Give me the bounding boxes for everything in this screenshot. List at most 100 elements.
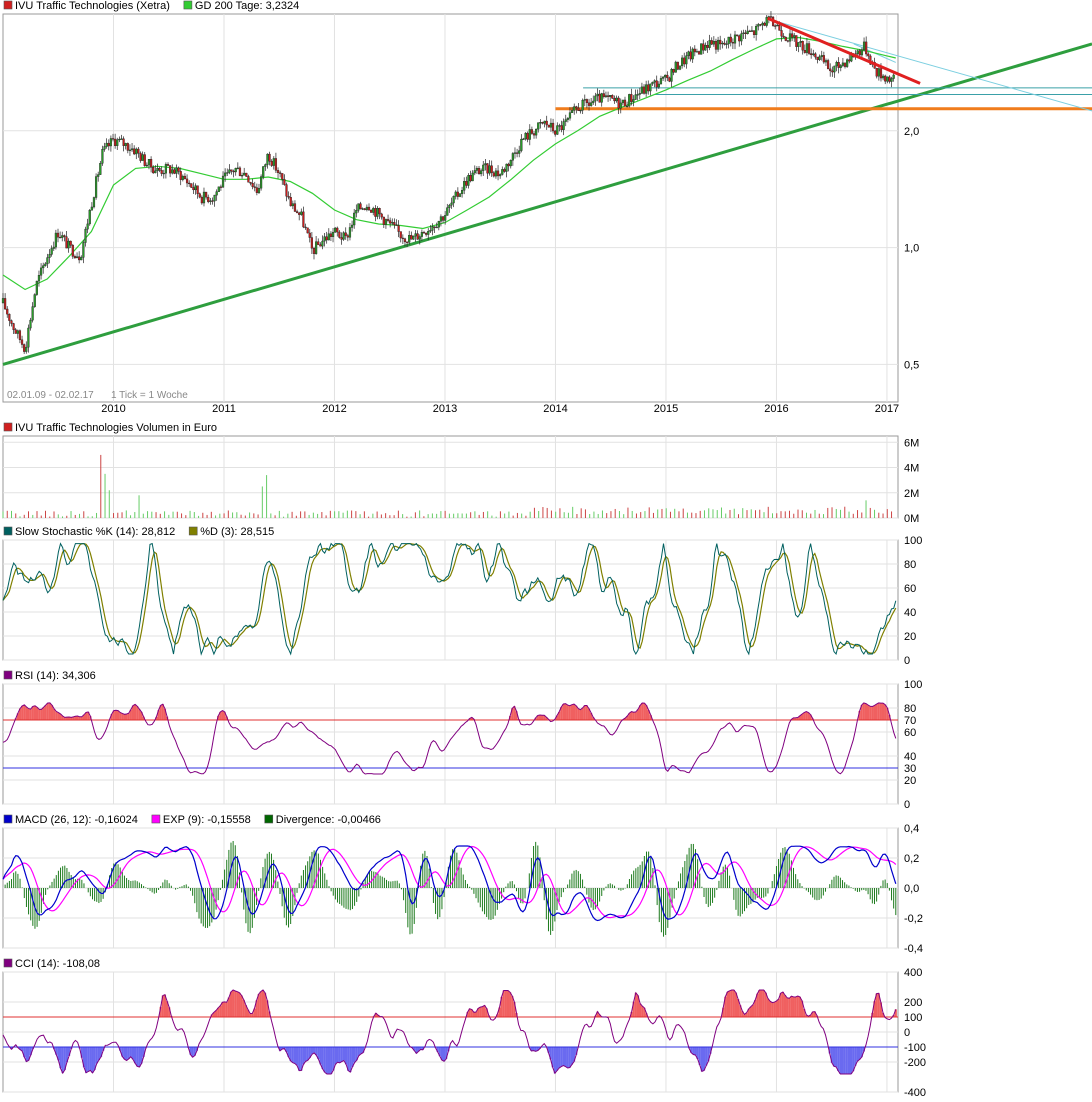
candle-body <box>812 53 815 56</box>
candle-body <box>410 235 413 240</box>
candle-body <box>175 167 178 174</box>
candle-body <box>230 169 233 172</box>
volume-y-tick: 0M <box>904 513 919 525</box>
candle-body <box>480 170 483 175</box>
candle-body <box>647 84 650 92</box>
candle-body <box>253 186 256 188</box>
candle-body <box>97 174 100 177</box>
candle-body <box>858 50 861 56</box>
candle-body <box>192 187 195 191</box>
candle-body <box>719 39 722 45</box>
candle-body <box>188 182 191 185</box>
candle-body <box>291 203 294 207</box>
candle-body <box>543 120 546 124</box>
stochastic-y-tick: 100 <box>904 535 922 547</box>
rsi-line <box>2 702 897 775</box>
candle-body <box>778 24 781 31</box>
candle-body <box>247 176 250 183</box>
candle-body <box>446 207 449 216</box>
candle-body <box>839 65 842 68</box>
candle-body <box>748 30 751 32</box>
gd200-line <box>2 36 896 291</box>
candle-body <box>162 172 165 175</box>
date-range-label: 02.01.09 - 02.02.17 <box>7 390 94 401</box>
candle-body <box>444 215 447 221</box>
candle-body <box>704 45 707 51</box>
candle-body <box>795 35 798 47</box>
cci-legend-swatch <box>3 958 13 968</box>
candle-body <box>594 95 597 102</box>
candle-body <box>619 102 622 109</box>
candle-body <box>56 232 60 238</box>
volume-y-tick: 6M <box>904 437 919 449</box>
macd-y-tick: -0,4 <box>904 943 923 955</box>
candle-body <box>518 150 521 154</box>
candle-body <box>103 146 106 150</box>
candle-body <box>621 99 624 104</box>
price-x-tick: 2013 <box>433 403 457 415</box>
candle-body <box>281 173 284 180</box>
candle-body <box>90 206 93 211</box>
candle-body <box>448 204 451 208</box>
candle-body <box>179 171 182 180</box>
candle-body <box>736 34 739 36</box>
candle-body <box>617 97 620 109</box>
candle-body <box>59 236 62 239</box>
candle-body <box>293 203 297 212</box>
candle-body <box>295 211 299 214</box>
candle-body <box>39 267 43 276</box>
candle-body <box>431 226 434 231</box>
candle-body <box>477 168 481 175</box>
price-x-tick: 2015 <box>654 403 678 415</box>
candle-body <box>217 186 220 192</box>
candle-body <box>731 42 734 44</box>
candle-body <box>29 319 32 329</box>
candle-body <box>236 167 239 169</box>
candle-body <box>784 36 787 41</box>
candle-body <box>207 196 210 202</box>
candle-body <box>173 169 176 174</box>
candle-body <box>315 241 318 254</box>
macd-y-tick: 0,4 <box>904 823 919 835</box>
candle-body <box>596 93 599 97</box>
price-x-tick: 2010 <box>101 403 125 415</box>
candle-body <box>676 61 679 70</box>
candle-body <box>757 24 760 27</box>
candle-body <box>469 175 472 182</box>
candle-body <box>211 200 214 202</box>
cci-y-tick: 200 <box>904 997 922 1009</box>
cci-legend-label: CCI (14): -108,08 <box>15 958 100 970</box>
candle-body <box>581 100 584 111</box>
candle-body <box>355 209 358 214</box>
candle-body <box>511 153 514 161</box>
rsi-y-tick: 0 <box>904 799 910 811</box>
candle-body <box>304 226 307 229</box>
candle-body <box>37 275 41 282</box>
candle-body <box>613 98 616 102</box>
candle-body <box>319 244 322 247</box>
candle-body <box>414 233 417 237</box>
candle-body <box>397 225 400 232</box>
candle-body <box>124 143 127 146</box>
candle-body <box>496 170 500 177</box>
candle-body <box>14 329 17 334</box>
candle-body <box>135 148 138 155</box>
candle-body <box>714 40 718 50</box>
candle-body <box>101 149 104 164</box>
rsi-y-tick: 100 <box>904 679 922 691</box>
candle-body <box>437 220 440 228</box>
macd-legend-label: EXP (9): -0,15558 <box>163 814 251 826</box>
volume-legend-label: IVU Traffic Technologies Volumen in Euro <box>15 422 217 434</box>
candle-body <box>54 232 57 248</box>
candle-body <box>425 232 428 235</box>
cci-reference-label: -100 <box>904 1042 926 1054</box>
candle-body <box>312 248 316 254</box>
candle-body <box>114 138 117 146</box>
candle-body <box>579 109 582 112</box>
candle-body <box>118 138 121 141</box>
candle-body <box>52 246 55 249</box>
candle-body <box>651 81 654 85</box>
candle-body <box>234 167 237 173</box>
candle-body <box>659 78 663 85</box>
candle-body <box>661 76 665 79</box>
